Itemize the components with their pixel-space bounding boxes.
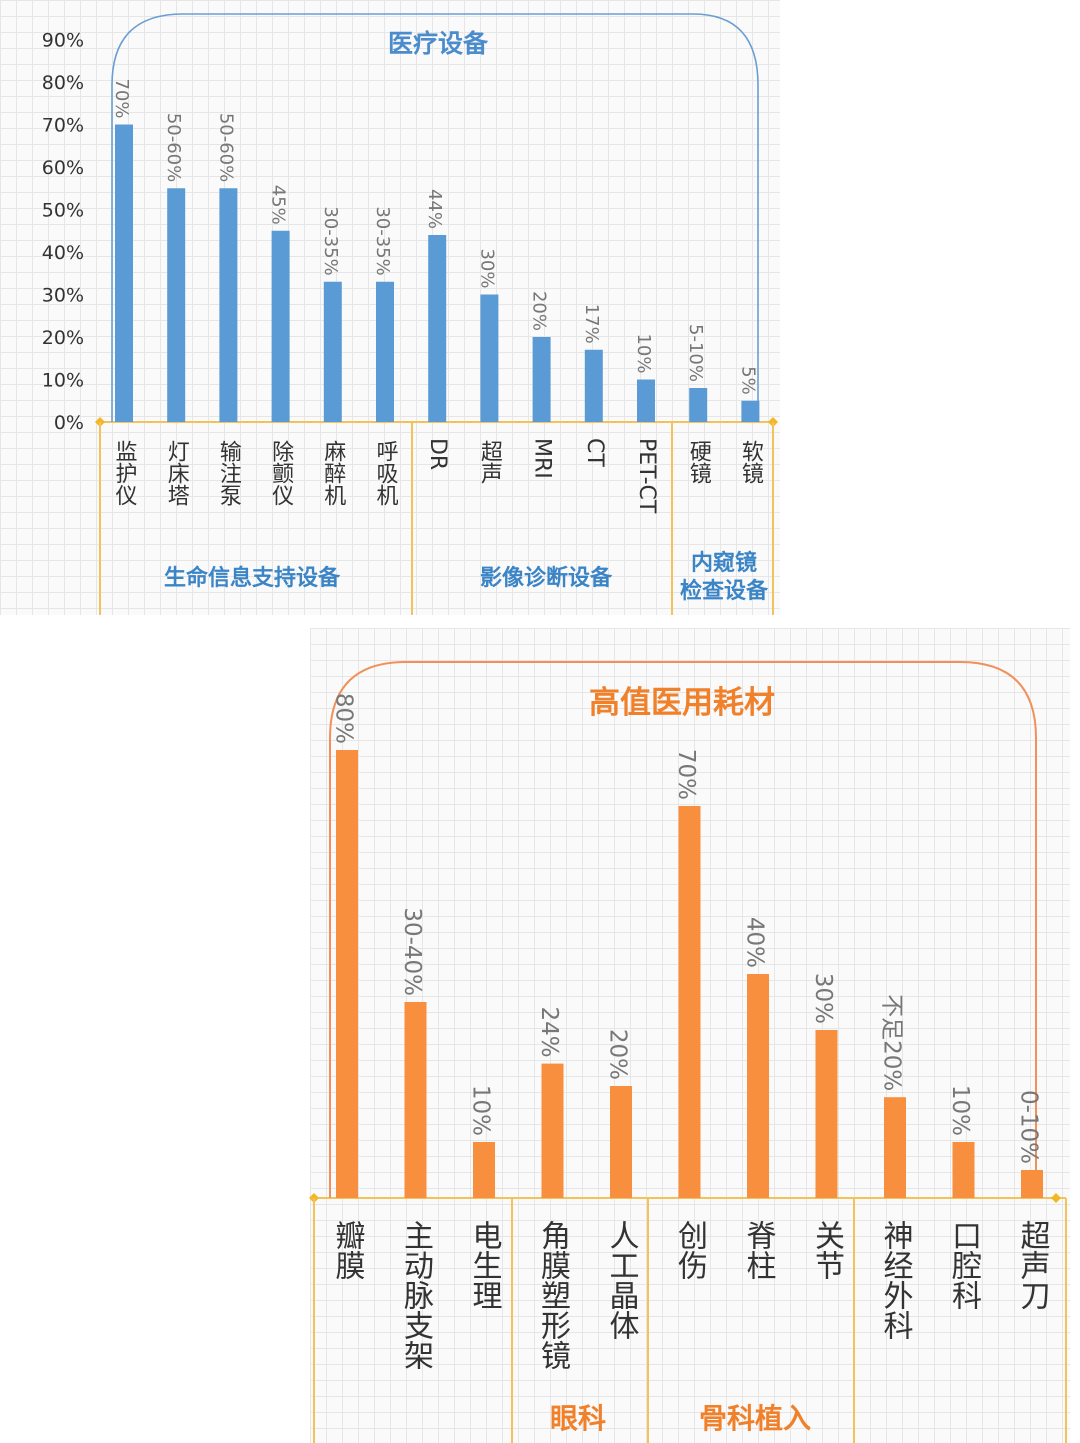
high-value-consumables-chart: 高值医用耗材 80% 瓣膜 30-40% 主动脉支架 10% 电生理 24% 角膜塑形镜 20% 人… xyxy=(309,628,1070,1443)
category-label: 超声刀 xyxy=(1015,1220,1051,1310)
bar xyxy=(428,235,447,422)
group-label-line: 检查设备 xyxy=(680,578,769,604)
y-tick-label: 90% xyxy=(42,30,84,52)
category-label: 人工晶体 xyxy=(604,1220,640,1340)
bar xyxy=(115,124,133,422)
category-label: 神经外科 xyxy=(878,1220,914,1340)
data-label: 30-40% xyxy=(399,907,425,996)
group-label: 骨科植入 xyxy=(699,1402,811,1435)
data-label: 40% xyxy=(742,917,768,968)
data-label: 10% xyxy=(947,1085,973,1136)
y-tick-label: 0% xyxy=(54,412,84,434)
bar xyxy=(747,974,769,1198)
category-label: 呼吸机 xyxy=(373,440,399,506)
category-label: 关节 xyxy=(809,1220,844,1280)
bar xyxy=(541,1063,564,1198)
data-label: 70% xyxy=(673,749,699,800)
category-label: 监护仪 xyxy=(112,440,138,506)
data-label: 20% xyxy=(529,291,550,331)
category-label: 角膜塑形镜 xyxy=(535,1220,571,1370)
data-label: 不足20% xyxy=(879,994,905,1091)
y-tick-label: 70% xyxy=(42,115,84,137)
category-label: 硬镜 xyxy=(686,440,712,484)
bar xyxy=(404,1002,427,1198)
bar xyxy=(336,750,358,1198)
category-label: MRI xyxy=(530,438,555,479)
chart-title: 医疗设备 xyxy=(388,29,489,58)
category-label: DR xyxy=(425,438,450,470)
data-label: 44% xyxy=(424,189,445,229)
chart-title: 高值医用耗材 xyxy=(589,685,775,721)
data-label: 10% xyxy=(468,1085,494,1136)
data-label: 50-60% xyxy=(163,113,184,182)
bar xyxy=(815,1030,838,1198)
bar xyxy=(480,294,499,422)
data-label: 80% xyxy=(331,693,357,744)
group-label: 生命信息支持设备 xyxy=(164,565,341,591)
category-label: 创伤 xyxy=(672,1220,708,1280)
category-label: PET-CT xyxy=(634,438,659,514)
category-bracket xyxy=(111,13,759,422)
medical-equipment-chart-svg: 0% 10% 20% 30% 40% 50% 60% 70% 80% 90% 医疗设备 70% 监护仪 5… xyxy=(42,13,778,615)
bar xyxy=(219,188,238,422)
data-label: 5% xyxy=(737,366,758,395)
category-label: 电生理 xyxy=(467,1220,502,1310)
bar xyxy=(610,1086,632,1198)
category-label: 输注泵 xyxy=(216,440,242,506)
group-label-line: 内窥镜 xyxy=(691,550,757,576)
bar xyxy=(689,388,708,422)
bar xyxy=(473,1142,495,1198)
bar xyxy=(741,400,760,422)
group-label: 内窥镜检查设备 xyxy=(680,550,769,604)
bar xyxy=(884,1097,906,1198)
category-label: 瓣膜 xyxy=(330,1220,366,1280)
bar xyxy=(323,281,342,422)
data-label: 30% xyxy=(810,973,836,1024)
data-label: 0-10% xyxy=(1016,1090,1042,1164)
category-label: 麻醉机 xyxy=(320,440,346,506)
high-value-consumables-chart-svg: 高值医用耗材 80% 瓣膜 30-40% 主动脉支架 10% 电生理 24% 角膜塑形镜 20% 人… xyxy=(309,661,1067,1443)
category-label: 灯床塔 xyxy=(164,440,190,506)
bar xyxy=(1021,1170,1043,1198)
data-label: 5-10% xyxy=(685,324,706,382)
data-label: 10% xyxy=(633,333,654,373)
category-label: 除颤仪 xyxy=(268,440,294,506)
bar xyxy=(376,281,394,422)
data-label: 30-35% xyxy=(320,206,341,275)
axis-end-marker xyxy=(1051,1193,1061,1203)
data-label: 30% xyxy=(476,248,497,288)
category-label: CT xyxy=(582,438,607,467)
y-tick-label: 20% xyxy=(42,327,84,349)
bar xyxy=(271,230,290,422)
bar xyxy=(532,337,551,422)
category-label: 主动脉支架 xyxy=(398,1220,434,1370)
data-label: 17% xyxy=(581,304,602,344)
bar xyxy=(167,188,186,422)
data-label: 24% xyxy=(536,1006,562,1057)
bar xyxy=(678,806,701,1198)
data-label: 20% xyxy=(605,1029,631,1080)
category-label: 口腔科 xyxy=(946,1220,982,1310)
data-label: 50-60% xyxy=(215,113,236,182)
group-label: 眼科 xyxy=(550,1402,606,1435)
bar xyxy=(637,379,655,422)
category-bracket xyxy=(329,661,1037,1198)
y-tick-label: 10% xyxy=(42,370,84,392)
y-tick-label: 80% xyxy=(42,72,84,94)
y-tick-label: 60% xyxy=(42,157,84,179)
category-label: 超声 xyxy=(477,440,503,484)
data-label: 45% xyxy=(268,185,289,225)
category-label: 脊柱 xyxy=(741,1220,777,1280)
data-label: 70% xyxy=(111,78,132,118)
category-label: 软镜 xyxy=(738,440,764,484)
medical-equipment-chart: 0% 10% 20% 30% 40% 50% 60% 70% 80% 90% 医疗设备 70% 监护仪 5… xyxy=(0,0,780,615)
group-label: 影像诊断设备 xyxy=(480,565,613,591)
bar xyxy=(584,349,603,422)
bar xyxy=(952,1142,975,1198)
data-label: 30-35% xyxy=(372,206,393,275)
y-tick-label: 50% xyxy=(42,200,84,222)
y-tick-label: 30% xyxy=(42,285,84,307)
y-tick-label: 40% xyxy=(42,242,84,264)
